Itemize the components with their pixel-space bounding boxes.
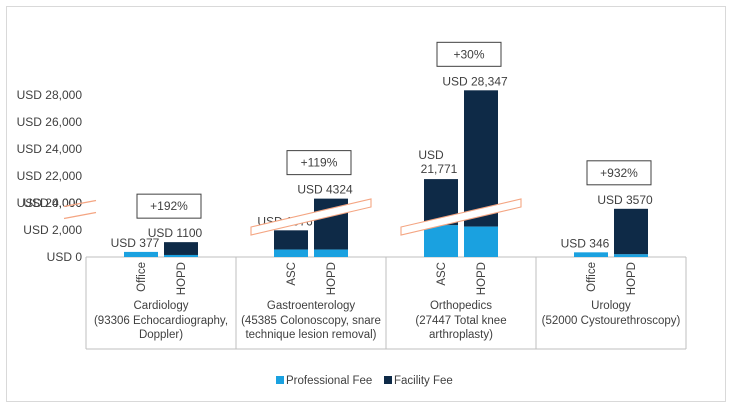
- legend-swatch: [276, 376, 284, 384]
- setting-label: HOPD: [476, 262, 488, 295]
- y-tick-label: USD 20,000: [17, 196, 83, 210]
- y-tick-label: USD 4,000: [23, 196, 82, 210]
- y-tick-label: USD 0: [47, 250, 83, 264]
- data-label: USD 346: [561, 236, 610, 250]
- setting-label: Office: [586, 262, 598, 292]
- facility-fee-bar: [614, 208, 648, 255]
- setting-label: HOPD: [176, 262, 188, 295]
- professional-fee-bar: [274, 249, 308, 257]
- professional-fee-bar: [574, 252, 608, 257]
- y-tick-label: USD 28,000: [17, 88, 83, 102]
- percent-change-label: +192%: [150, 199, 188, 213]
- category-subtitle: (27447 Total knee: [415, 315, 506, 327]
- data-label: USD: [418, 148, 444, 162]
- percent-change-label: +932%: [600, 166, 638, 180]
- data-label: USD 1100: [148, 226, 203, 240]
- category-subtitle: (52000 Cystourethroscopy): [542, 315, 681, 327]
- category-subtitle: arthroplasty): [429, 329, 493, 341]
- percent-change-label: +30%: [453, 47, 484, 61]
- category-label: Urology: [591, 300, 631, 312]
- percent-change-box: [586, 160, 652, 186]
- y-tick-label: USD 2,000: [23, 223, 82, 237]
- professional-fee-bar: [164, 254, 198, 257]
- facility-fee-bar: [274, 230, 308, 250]
- y-tick-label: USD 24,000: [17, 142, 83, 156]
- facility-fee-bar: [164, 242, 198, 255]
- professional-fee-bar: [124, 251, 158, 257]
- category-subtitle: technique lesion removal): [245, 329, 376, 341]
- data-label: 21,771: [421, 162, 458, 176]
- professional-fee-bar: [424, 225, 458, 257]
- category-subtitle: (45385 Colonoscopy, snare: [241, 315, 381, 327]
- y-tick-label: USD 22,000: [17, 169, 83, 183]
- legend-swatch: [384, 376, 392, 384]
- y-tick-label: USD 26,000: [17, 115, 83, 129]
- percent-change-box: [436, 41, 502, 67]
- data-label: USD 28,347: [442, 74, 508, 88]
- professional-fee-bar: [314, 249, 348, 257]
- category-label: Cardiology: [134, 300, 189, 312]
- facility-fee-bar: [464, 90, 498, 227]
- data-label: USD 3570: [597, 193, 653, 207]
- percent-change-label: +119%: [301, 156, 338, 170]
- data-label: USD 377: [111, 236, 160, 250]
- setting-label: HOPD: [326, 262, 338, 295]
- percent-change-box: [136, 193, 202, 219]
- axis-break-mark: [63, 211, 97, 220]
- category-subtitle: (93306 Echocardiography,: [94, 315, 228, 327]
- axis-break-mark: [63, 199, 97, 208]
- legend-label: Facility Fee: [394, 375, 453, 387]
- setting-label: Office: [136, 262, 148, 292]
- chart-frame: [6, 6, 726, 402]
- category-label: Orthopedics: [430, 300, 492, 312]
- setting-label: HOPD: [626, 262, 638, 295]
- category-label: Gastroenterology: [267, 300, 355, 312]
- axis-break-band: [250, 198, 372, 236]
- legend-label: Professional Fee: [286, 375, 372, 387]
- category-subtitle: Doppler): [139, 329, 183, 341]
- setting-label: ASC: [436, 262, 448, 286]
- data-label: USD 4324: [297, 183, 353, 197]
- setting-label: ASC: [286, 262, 298, 286]
- axis-break-band: [400, 198, 522, 236]
- professional-fee-bar: [464, 226, 498, 257]
- percent-change-box: [286, 150, 352, 176]
- professional-fee-bar: [614, 254, 648, 257]
